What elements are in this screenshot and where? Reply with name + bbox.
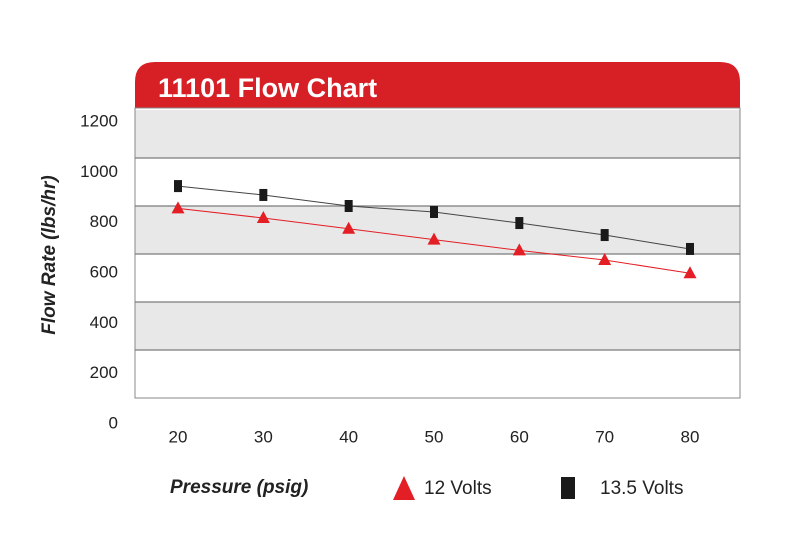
- data-point: [686, 242, 694, 255]
- x-tick-label: 50: [425, 427, 444, 446]
- x-tick-label: 30: [254, 427, 273, 446]
- data-point: [427, 232, 441, 245]
- data-point: [342, 221, 356, 234]
- plot-band: [135, 302, 740, 350]
- header-band: [135, 62, 740, 108]
- plot-band: [135, 350, 740, 398]
- data-point: [344, 200, 353, 212]
- data-point: [598, 253, 612, 265]
- y-axis-title: Flow Rate (lbs/hr): [39, 175, 60, 334]
- x-tick-label: 40: [339, 427, 358, 446]
- plot-band: [135, 158, 740, 206]
- y-tick-label: 1000: [80, 162, 118, 181]
- legend-label: 12 Volts: [424, 478, 492, 499]
- data-point: [430, 206, 438, 218]
- data-point: [259, 188, 268, 201]
- data-point: [600, 229, 609, 242]
- plot-frame: [134, 107, 741, 399]
- plot-band: [135, 110, 740, 158]
- x-tick-label: 20: [169, 427, 188, 446]
- legend-marker: [393, 476, 415, 500]
- y-tick-label: 0: [109, 413, 118, 432]
- data-point: [683, 266, 697, 279]
- data-point: [171, 201, 185, 214]
- legend-marker: [561, 477, 575, 499]
- plot-band: [135, 254, 740, 302]
- y-tick-label: 800: [90, 212, 118, 231]
- y-tick-label: 600: [90, 262, 118, 281]
- x-axis-title: Pressure (psig): [170, 477, 308, 498]
- chart-title: 11101 Flow Chart: [158, 73, 377, 103]
- x-tick-label: 70: [595, 427, 614, 446]
- y-tick-label: 400: [90, 313, 118, 332]
- x-tick-label: 80: [681, 427, 700, 446]
- data-point: [256, 211, 270, 223]
- legend-label: 13.5 Volts: [600, 478, 683, 499]
- x-tick-label: 60: [510, 427, 529, 446]
- y-tick-label: 200: [90, 363, 118, 382]
- y-tick-label: 1200: [80, 111, 118, 130]
- data-point: [512, 243, 526, 256]
- data-point: [515, 217, 524, 230]
- data-point: [174, 180, 182, 193]
